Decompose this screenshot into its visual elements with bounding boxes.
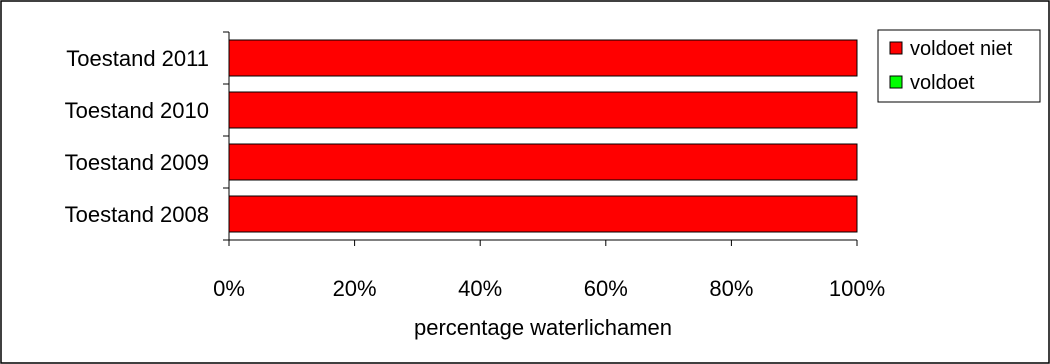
plot-area: Toestand 2011 Toestand 2010 Toestand 2009 T… [65,31,885,301]
x-tick-label: 60% [584,276,628,301]
category-labels: Toestand 2011 Toestand 2010 Toestand 2009 T… [65,46,209,227]
x-tick-label: 100% [829,276,885,301]
category-label: Toestand 2008 [65,202,209,227]
x-tick-marks [228,240,858,246]
y-tick-marks [223,31,229,241]
x-tick-label: 0% [213,276,245,301]
legend-box [877,29,1041,103]
legend-items: voldoet niet voldoet [889,38,1013,94]
legend-swatch [889,41,903,55]
category-label: Toestand 2010 [65,98,209,123]
category-label: Toestand 2011 [66,46,209,71]
legend-label: voldoet niet [910,38,1013,60]
x-tick-label: 20% [333,276,377,301]
bar-voldoet-niet-3 [228,195,858,233]
bar-voldoet-niet-1 [228,91,858,129]
x-tick-label: 80% [709,276,753,301]
x-tick-label: 40% [458,276,502,301]
x-tick-labels: 0% 20% 40% 60% 80% 100% [213,276,885,301]
x-axis-title: percentage waterlichamen [414,315,672,340]
bar-voldoet-niet-0 [228,39,858,77]
bar-voldoet-niet-2 [228,143,858,181]
bars-group [228,39,858,233]
legend: voldoet niet voldoet [877,29,1041,103]
category-label: Toestand 2009 [65,150,209,175]
legend-swatch [889,75,903,89]
legend-label: voldoet [910,72,975,94]
